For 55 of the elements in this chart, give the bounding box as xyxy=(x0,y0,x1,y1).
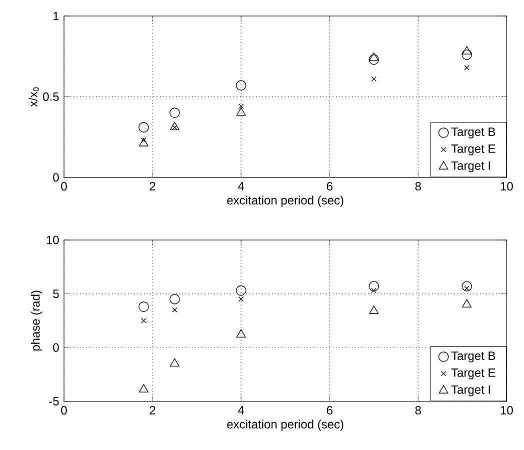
y-tick-label: 1 xyxy=(54,12,59,20)
y-tick-label: -5 xyxy=(49,397,59,406)
point xyxy=(368,54,380,65)
legend-label: Target E xyxy=(451,368,496,380)
y-tick-label: 0 xyxy=(53,173,59,182)
point xyxy=(238,296,244,302)
point xyxy=(236,285,246,296)
point xyxy=(170,108,180,118)
point xyxy=(462,281,472,292)
x-tick-label: 2 xyxy=(150,406,156,414)
x-tick-label: 4 xyxy=(238,182,244,190)
point xyxy=(368,281,380,292)
legend-label: Target I xyxy=(451,385,490,396)
legend-label: Target I xyxy=(451,161,490,172)
point xyxy=(236,80,246,91)
x-tick-label: 8 xyxy=(415,406,421,415)
x-tick-label: 10 xyxy=(500,406,513,415)
y-tick-label: 5 xyxy=(53,290,59,298)
point xyxy=(236,329,246,338)
x-tick-label: 10 xyxy=(500,182,513,191)
y-axis-title: x/x$_{0}$ xyxy=(28,87,39,107)
x-tick-label: 4 xyxy=(238,406,244,414)
point xyxy=(464,65,470,70)
x-tick-label: 0 xyxy=(61,182,67,191)
point xyxy=(369,306,379,314)
point xyxy=(172,307,178,313)
x-axis-title: excitation period (sec) xyxy=(227,196,344,207)
point xyxy=(138,122,149,132)
x-tick-label: 6 xyxy=(326,406,332,415)
y-axis-title: phase (rad) xyxy=(30,290,42,351)
point xyxy=(141,318,146,324)
point xyxy=(462,46,472,54)
point xyxy=(462,50,472,60)
point xyxy=(170,358,180,367)
point xyxy=(369,52,379,61)
point xyxy=(170,294,180,304)
legend-label: Target E xyxy=(451,144,496,156)
point xyxy=(371,76,376,82)
point xyxy=(462,299,472,308)
legend-label: Target B xyxy=(451,128,496,138)
point xyxy=(141,138,146,143)
point xyxy=(138,138,148,146)
y-tick-label: 10 xyxy=(46,236,59,244)
x-tick-label: 8 xyxy=(415,182,421,191)
point xyxy=(371,288,376,294)
x-tick-label: 0 xyxy=(61,406,67,415)
x-tick-label: 6 xyxy=(326,182,332,191)
y-tick-label: 0.5 xyxy=(43,92,59,101)
legend-label: Target B xyxy=(451,352,496,362)
point xyxy=(138,302,149,312)
y-tick-label: 0 xyxy=(53,343,59,352)
point xyxy=(138,384,148,392)
point xyxy=(236,107,246,116)
x-tick-label: 2 xyxy=(150,182,156,190)
x-axis-title: excitation period (sec) xyxy=(227,420,344,431)
